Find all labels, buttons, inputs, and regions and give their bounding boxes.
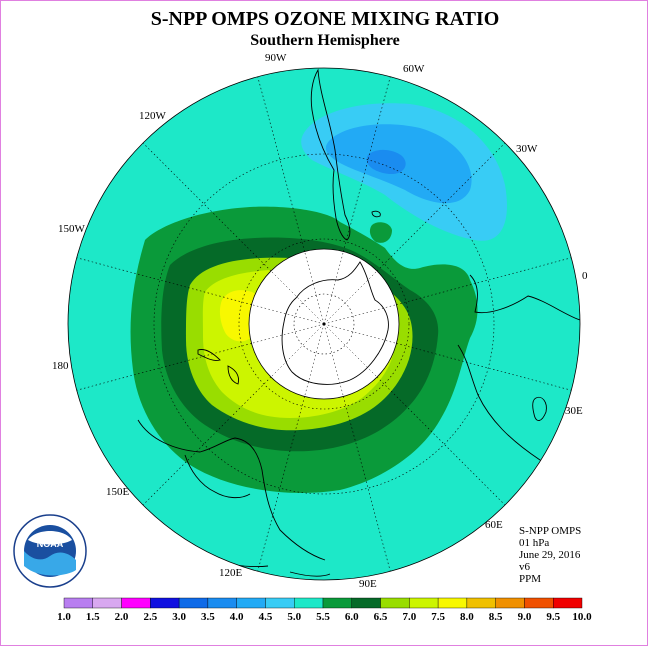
lon-label-150w: 150W <box>58 223 86 235</box>
colorbar-tick-label: 2.0 <box>115 611 129 623</box>
colorbar-tick-label: 6.0 <box>345 611 359 623</box>
info-version: v6 <box>519 561 530 573</box>
new-zealand <box>197 349 239 385</box>
colorbar-swatch <box>553 597 583 609</box>
colorbar-swatch <box>409 597 439 609</box>
colorbar-tick-label: 2.5 <box>143 611 157 623</box>
lon-label-90e: 90E <box>359 578 377 590</box>
colorbar-tick-label: 8.0 <box>460 611 474 623</box>
south-pole-marker <box>322 322 326 326</box>
noaa-logo: NOAA <box>13 514 87 588</box>
meridians <box>76 76 572 572</box>
lon-label-0: 0 <box>582 270 588 282</box>
longitude-labels: 90W 60W 30W 120W 150W 0 180 30E 150E 60E… <box>52 52 588 590</box>
colorbar-swatch <box>265 597 295 609</box>
low-region-3.0 <box>366 149 406 174</box>
map-boundary <box>67 67 581 581</box>
colorbar-swatch <box>351 597 381 609</box>
lon-label-120w: 120W <box>139 110 167 122</box>
info-units: PPM <box>519 573 542 585</box>
colorbar-tick-label: 8.5 <box>489 611 503 623</box>
lon-label-30e: 30E <box>565 405 583 417</box>
colorbar-tick-label: 10.0 <box>572 611 592 623</box>
colorbar-tick-label: 3.5 <box>201 611 215 623</box>
colorbar-tick-label: 1.5 <box>86 611 100 623</box>
colorbar: 1.0 1.5 2.0 2.5 3.0 3.5 4.0 4.5 5.0 5.5 6.0 6.5 7.0 7… <box>57 597 592 623</box>
colorbar-tick-label: 5.0 <box>287 611 301 623</box>
colorbar-swatch <box>294 597 324 609</box>
colorbar-tick-label: 4.5 <box>259 611 273 623</box>
latitude-circle-30s <box>153 153 495 495</box>
colorbar-swatch <box>236 597 266 609</box>
lon-label-30w: 30W <box>516 143 538 155</box>
colorbar-swatch <box>495 597 525 609</box>
map-subtitle: Southern Hemisphere <box>250 32 400 49</box>
band-5.0-africa <box>369 222 392 243</box>
australia-coast <box>137 419 326 561</box>
info-block: S-NPP OMPS 01 hPa June 29, 2016 v6 PPM <box>519 525 581 585</box>
falkland-islands <box>371 210 381 218</box>
colorbar-swatch <box>121 597 151 609</box>
logo-wave <box>24 551 76 576</box>
colorbar-tick-label: 9.0 <box>518 611 532 623</box>
logo-gull <box>28 531 72 545</box>
colorbar-tick-label: 9.5 <box>546 611 560 623</box>
colorbar-swatch <box>524 597 554 609</box>
colorbar-tick-label: 5.5 <box>316 611 330 623</box>
latitude-circle-60s <box>238 238 410 410</box>
lon-label-60e: 60E <box>485 519 503 531</box>
info-level: 01 hPa <box>519 537 550 549</box>
logo-wordmark: NOAA <box>37 539 64 549</box>
lon-label-120e: 120E <box>219 567 243 579</box>
colorbar-swatch <box>322 597 352 609</box>
antarctica-coast <box>281 261 389 385</box>
madagascar <box>532 396 547 421</box>
colorbar-tick-label: 7.5 <box>431 611 445 623</box>
lon-label-90w: 90W <box>265 52 287 64</box>
map-title: S-NPP OMPS OZONE MIXING RATIO <box>150 8 500 30</box>
colorbar-swatch <box>92 597 122 609</box>
info-instrument: S-NPP OMPS <box>519 525 582 537</box>
colorbar-swatch <box>437 597 468 609</box>
colorbar-tick-label: 3.0 <box>172 611 186 623</box>
colorbar-tick-label: 6.5 <box>374 611 388 623</box>
colorbar-swatch <box>207 597 237 609</box>
colorbar-tick-label: 1.0 <box>57 611 71 623</box>
info-date: June 29, 2016 <box>519 549 581 561</box>
lon-label-60w: 60W <box>403 63 425 75</box>
latitude-circle-75s <box>293 293 355 355</box>
colorbar-tick-label: 7.0 <box>402 611 416 623</box>
lon-label-180: 180 <box>52 360 69 372</box>
colorbar-swatch <box>63 597 93 609</box>
colorbar-swatch <box>380 597 410 609</box>
south-america-coast <box>310 68 351 241</box>
colorbar-tick-label: 4.0 <box>230 611 244 623</box>
lon-label-150e: 150E <box>106 486 130 498</box>
colorbar-swatch <box>466 597 496 609</box>
colorbar-swatch <box>150 597 180 609</box>
colorbar-swatch <box>178 597 209 609</box>
graticule <box>153 153 495 495</box>
